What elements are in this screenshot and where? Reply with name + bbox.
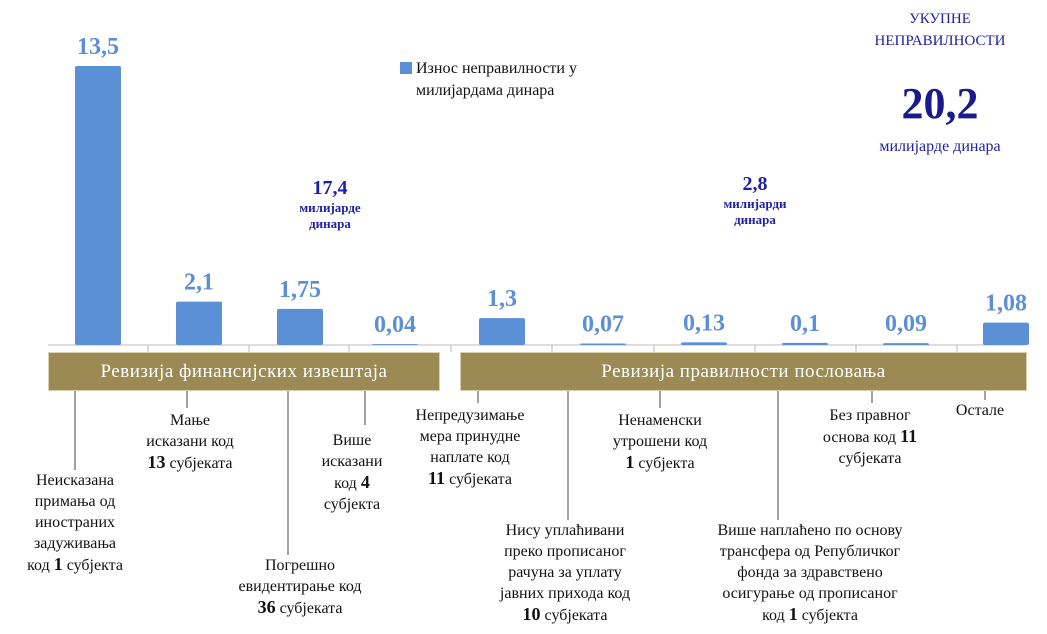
bar: [479, 318, 525, 345]
group-total-unit: милијарде динара: [299, 200, 361, 231]
category-label: Више исказани код 4 субјекта: [321, 432, 383, 513]
legend-label: Износ неправилности у милијардама динара: [416, 60, 577, 99]
value-label: 1,08: [985, 291, 1027, 317]
bar: [983, 322, 1029, 345]
bar: [75, 66, 121, 345]
bar: [883, 343, 929, 345]
value-label: 2,1: [184, 270, 214, 296]
category-label: Мање исказани код 13 субјеката: [146, 412, 234, 472]
group-total-value: 17,4: [312, 177, 348, 199]
group-total-unit: милијарди динара: [723, 196, 787, 227]
category-label: Неисказана примања од иностраних задужив…: [27, 472, 123, 574]
category-label: Остале: [955, 402, 1005, 419]
category-label: Без правног основа код 11 субјеката: [822, 407, 918, 467]
category-label: Нису уплаћивани преко прописаног рачуна …: [499, 522, 631, 624]
bar: [372, 344, 418, 345]
group-total: 17,4 милијарде динара: [299, 176, 360, 232]
group-band: Ревизија правилности пословања: [460, 352, 1027, 391]
value-label: 13,5: [77, 34, 119, 60]
bar: [277, 308, 323, 345]
value-label: 0,07: [582, 312, 624, 338]
value-label: 0,09: [885, 311, 927, 337]
group-total: 2,8 милијарди динара: [723, 172, 786, 228]
category-label: Ненаменски утрошени код 1 субјекта: [612, 412, 708, 472]
group-band: Ревизија финансијских извештаја: [48, 352, 440, 391]
total-value: 20,2: [901, 79, 979, 128]
bar: [580, 343, 626, 345]
category-label: Непредузимање мера принудне наплате код …: [415, 407, 525, 488]
category-label: Више наплаћено по основу трансфера од Ре…: [717, 522, 903, 624]
value-label: 0,13: [683, 310, 725, 336]
bar: [681, 342, 727, 345]
bar: [782, 342, 828, 345]
category-label: Погрешно евидентирање код 36 субјеката: [238, 557, 362, 617]
value-label: 1,75: [279, 277, 321, 303]
legend-swatch: [400, 62, 412, 74]
bar: [176, 301, 222, 345]
group-total-value: 2,8: [742, 173, 768, 195]
value-label: 0,1: [790, 311, 820, 337]
total-unit: милијарде динара: [879, 138, 1001, 155]
total-title: УКУПНЕ НЕПРАВИЛНОСТИ: [874, 11, 1006, 49]
value-label: 1,3: [487, 286, 517, 312]
value-label: 0,04: [374, 312, 416, 338]
